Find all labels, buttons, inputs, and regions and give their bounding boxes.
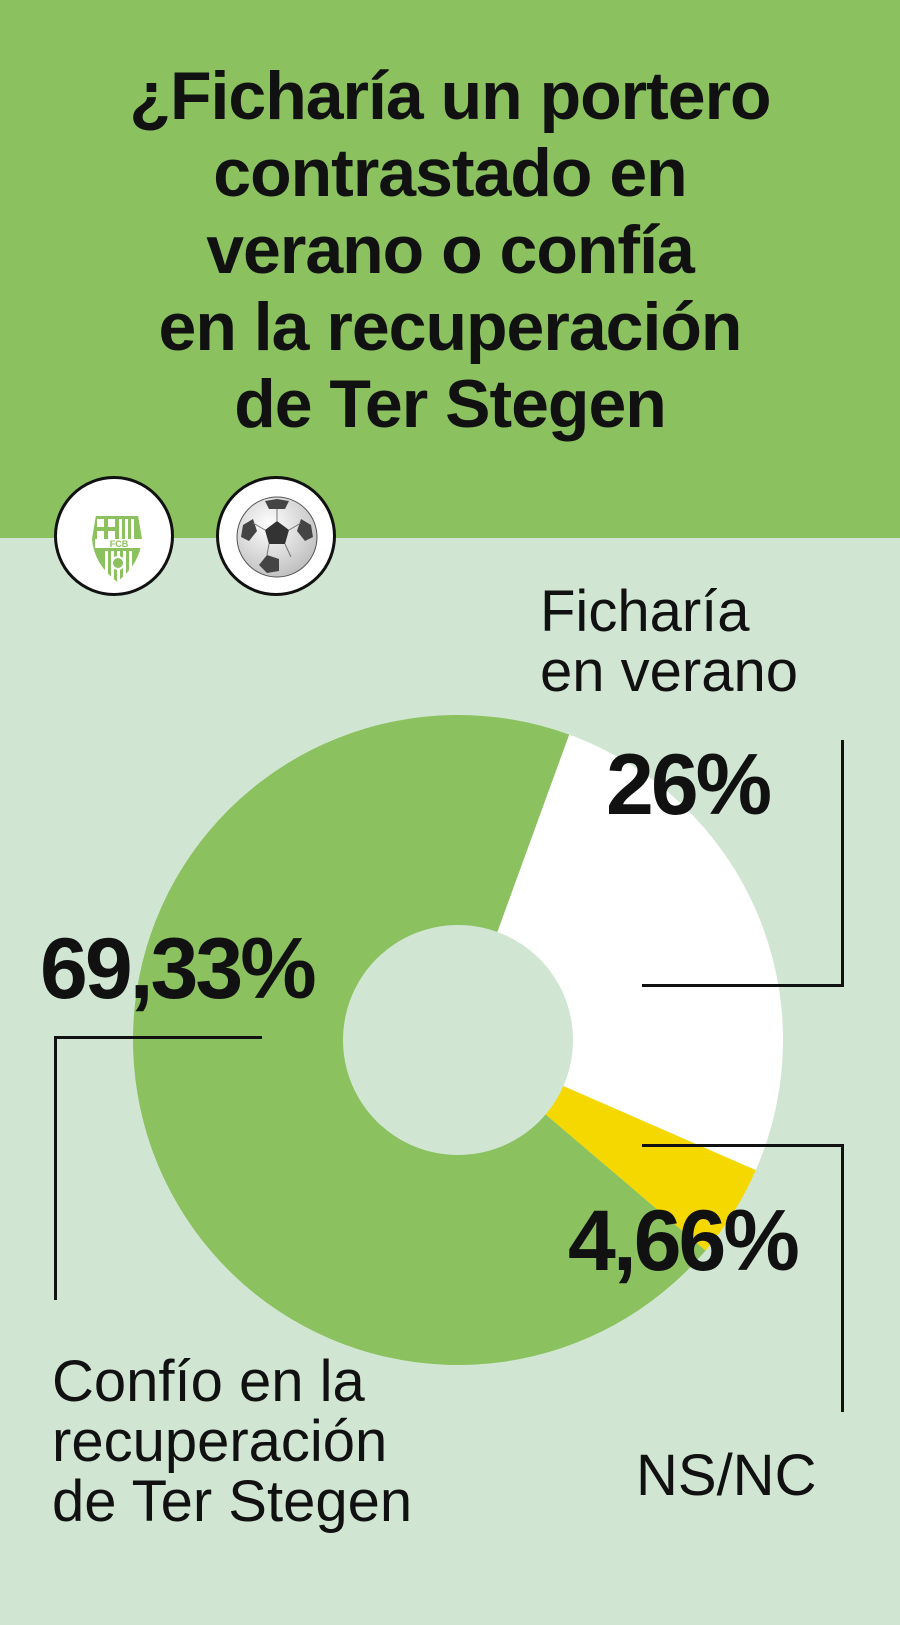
nsnc-label: NS/NC	[636, 1443, 817, 1508]
ficharia-value-label: 26%	[606, 737, 772, 833]
ficharia-leader-h	[642, 984, 844, 987]
ficharia-label-line: Ficharía	[540, 579, 750, 644]
title-line: de Ter Stegen	[234, 366, 667, 442]
chart-title: ¿Ficharía un portero contrastado en vera…	[0, 58, 900, 443]
confio-leader-v	[54, 1036, 57, 1300]
header-banner: ¿Ficharía un portero contrastado en vera…	[0, 0, 900, 538]
confio-leader-h	[54, 1036, 262, 1039]
crest-text: FCB	[110, 539, 129, 549]
fc-barcelona-crest-icon: FCB	[54, 476, 174, 596]
ficharia-leader-v	[841, 740, 844, 987]
confio-label-line: recuperación	[52, 1409, 388, 1474]
confio-label-line: Confío en la	[52, 1349, 365, 1414]
nsnc-value-label: 4,66%	[568, 1193, 800, 1289]
title-line: contrastado en	[213, 135, 687, 211]
donut-hole	[343, 925, 573, 1155]
title-line: verano o confía	[206, 212, 695, 288]
ficharia-label: Ficharía en verano	[540, 582, 798, 702]
soccer-ball-icon	[216, 476, 336, 596]
title-line: en la recuperación	[158, 289, 743, 365]
confio-label-line: de Ter Stegen	[52, 1469, 413, 1534]
title-line: ¿Ficharía un portero	[129, 58, 771, 134]
nsnc-leader-v	[841, 1144, 844, 1412]
ficharia-label-line: en verano	[540, 639, 798, 704]
confio-value-label: 69,33%	[40, 921, 317, 1017]
confio-label: Confío en la recuperación de Ter Stegen	[52, 1352, 412, 1532]
nsnc-leader-h	[642, 1144, 844, 1147]
